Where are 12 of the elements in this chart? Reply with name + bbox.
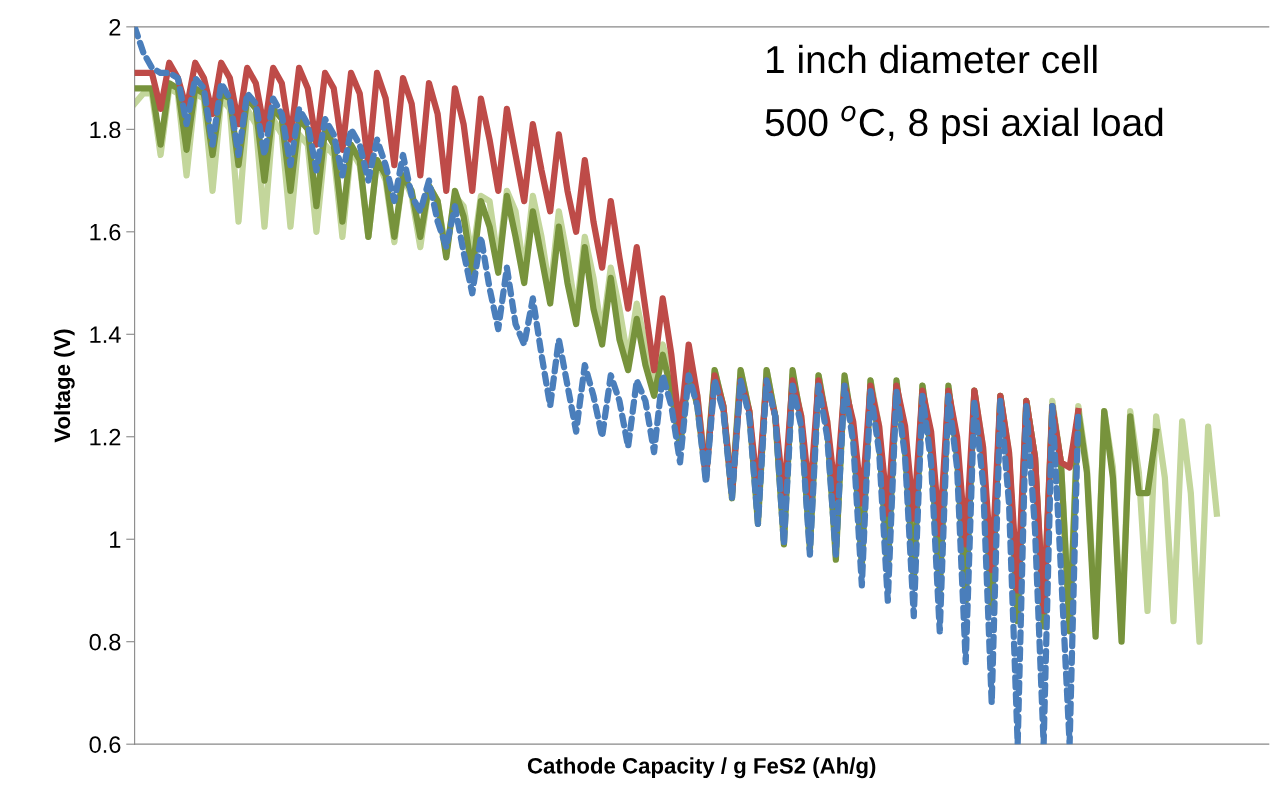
x-axis-title: Cathode Capacity / g FeS2 (Ah/g) (527, 757, 876, 779)
y-tick-label: 1.6 (90, 223, 121, 241)
y-tick-label: 0.6 (89, 736, 121, 753)
annotation: 1 inch diameter cell (767, 44, 1097, 74)
y-axis-title: Voltage (V) (53, 329, 75, 443)
y-tick-label: 2 (109, 18, 121, 36)
annotation: 500 $^{o}$C, 8 psi axial load (765, 105, 1163, 144)
y-tick-label: 1.8 (90, 121, 121, 139)
y-tick-label: 1.4 (90, 326, 121, 343)
y-tick-label: 0.8 (89, 633, 121, 651)
y-tick-label: 1 (110, 531, 121, 548)
y-tick-label: 1.2 (90, 428, 121, 446)
